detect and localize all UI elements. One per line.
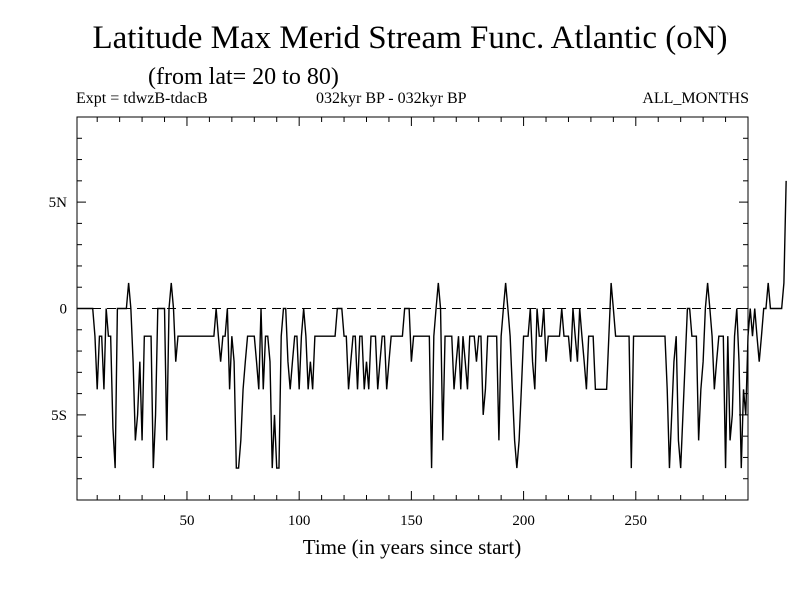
x-tick-label: 100 (288, 513, 311, 529)
x-tick-label: 50 (179, 513, 194, 529)
period-label: 032kyr BP - 032kyr BP (316, 90, 467, 107)
chart-title: Latitude Max Merid Stream Func. Atlantic… (92, 20, 728, 56)
y-tick-label: 5N (49, 195, 68, 211)
chart-subtitle: (from lat= 20 to 80) (148, 64, 339, 90)
x-axis-title: Time (in years since start) (303, 535, 522, 559)
x-tick-label: 250 (625, 513, 648, 529)
y-tick-label: 0 (60, 302, 68, 318)
x-tick-label: 200 (512, 513, 535, 529)
series-line (77, 180, 787, 469)
experiment-label: Expt = tdwzB-tdacB (76, 90, 208, 107)
axis-ticks (77, 117, 749, 500)
months-label: ALL_MONTHS (642, 90, 749, 107)
x-tick-label: 150 (400, 513, 423, 529)
y-tick-label: 5S (51, 408, 67, 424)
tick-labels: 50 100 150 200 250 5N 0 5S (49, 195, 647, 529)
